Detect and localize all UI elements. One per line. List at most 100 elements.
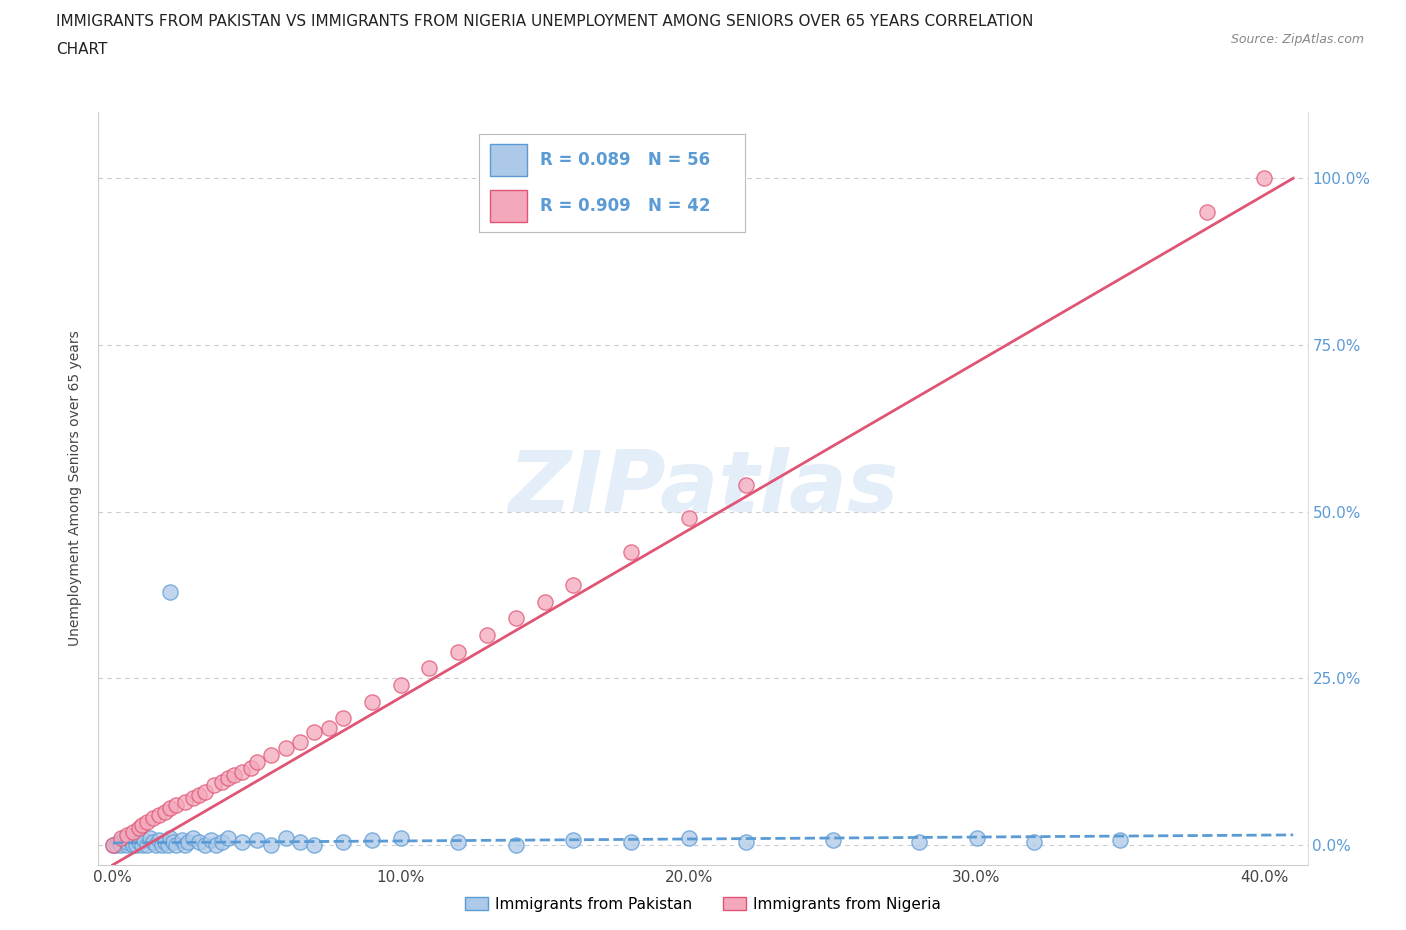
Point — [115, 834, 138, 849]
Point — [562, 832, 585, 847]
Point — [447, 644, 470, 659]
Text: ZIPatlas: ZIPatlas — [508, 446, 898, 530]
Point — [139, 830, 162, 845]
Point — [122, 824, 145, 839]
Point — [1109, 832, 1132, 847]
Point — [735, 834, 758, 849]
Point — [150, 837, 173, 852]
Point — [562, 578, 585, 592]
Text: CHART: CHART — [56, 42, 108, 57]
Point — [418, 661, 440, 676]
Text: Source: ZipAtlas.com: Source: ZipAtlas.com — [1230, 33, 1364, 46]
Point — [240, 761, 263, 776]
Point — [136, 814, 159, 829]
Point — [183, 830, 205, 845]
Point — [170, 832, 193, 847]
Point — [735, 477, 758, 492]
Point — [194, 837, 217, 852]
Point — [231, 764, 253, 779]
Point — [194, 784, 217, 799]
Point — [153, 804, 176, 819]
Y-axis label: Unemployment Among Seniors over 65 years: Unemployment Among Seniors over 65 years — [69, 330, 83, 646]
Point — [246, 832, 269, 847]
Point — [148, 832, 170, 847]
Point — [131, 837, 153, 852]
Point — [115, 828, 138, 843]
Point — [148, 807, 170, 822]
Point — [136, 837, 159, 852]
Point — [222, 767, 245, 782]
Point — [101, 837, 124, 852]
Point — [115, 837, 138, 852]
Point — [260, 748, 283, 763]
Point — [128, 821, 150, 836]
Point — [678, 830, 700, 845]
Legend: Immigrants from Pakistan, Immigrants from Nigeria: Immigrants from Pakistan, Immigrants fro… — [458, 890, 948, 918]
Point — [211, 834, 233, 849]
Point — [260, 837, 283, 852]
Point — [110, 837, 132, 852]
Point — [246, 754, 269, 769]
Point — [142, 834, 165, 849]
Point — [165, 797, 187, 812]
Point — [361, 694, 384, 709]
Point — [159, 830, 181, 845]
Point — [1022, 834, 1045, 849]
Point — [110, 830, 132, 845]
Point — [678, 511, 700, 525]
Point — [821, 832, 844, 847]
Point — [162, 834, 184, 849]
Point — [173, 837, 195, 852]
Point — [188, 834, 211, 849]
Point — [131, 817, 153, 832]
Point — [188, 788, 211, 803]
Point — [620, 834, 643, 849]
Point — [159, 584, 181, 599]
Point — [125, 828, 148, 843]
Point — [475, 628, 498, 643]
Point — [217, 771, 239, 786]
Point — [101, 837, 124, 852]
Point — [217, 830, 239, 845]
Point — [165, 837, 187, 852]
Point — [142, 811, 165, 826]
Point — [134, 832, 156, 847]
Point — [176, 834, 198, 849]
Point — [205, 837, 228, 852]
Point — [112, 830, 135, 845]
Point — [304, 837, 326, 852]
Point — [183, 790, 205, 805]
Point — [908, 834, 931, 849]
Point — [156, 837, 179, 852]
Point — [505, 837, 527, 852]
Point — [274, 741, 297, 756]
Point — [318, 721, 340, 736]
Point — [159, 801, 181, 816]
Point — [966, 830, 988, 845]
Point — [1195, 205, 1218, 219]
Point — [173, 794, 195, 809]
Point — [1253, 171, 1275, 186]
Point — [361, 832, 384, 847]
Point — [128, 834, 150, 849]
Point — [332, 834, 354, 849]
Point — [389, 830, 412, 845]
Point — [304, 724, 326, 739]
Point — [202, 777, 225, 792]
Point — [231, 834, 253, 849]
Point — [104, 837, 127, 852]
Point — [200, 832, 222, 847]
Point — [288, 734, 311, 749]
Point — [332, 711, 354, 725]
Point — [107, 834, 129, 849]
Point — [122, 837, 145, 852]
Point — [620, 544, 643, 559]
Point — [533, 594, 555, 609]
Point — [288, 834, 311, 849]
Point — [389, 677, 412, 692]
Text: IMMIGRANTS FROM PAKISTAN VS IMMIGRANTS FROM NIGERIA UNEMPLOYMENT AMONG SENIORS O: IMMIGRANTS FROM PAKISTAN VS IMMIGRANTS F… — [56, 14, 1033, 29]
Point — [211, 774, 233, 789]
Point — [153, 834, 176, 849]
Point — [505, 611, 527, 626]
Point — [447, 834, 470, 849]
